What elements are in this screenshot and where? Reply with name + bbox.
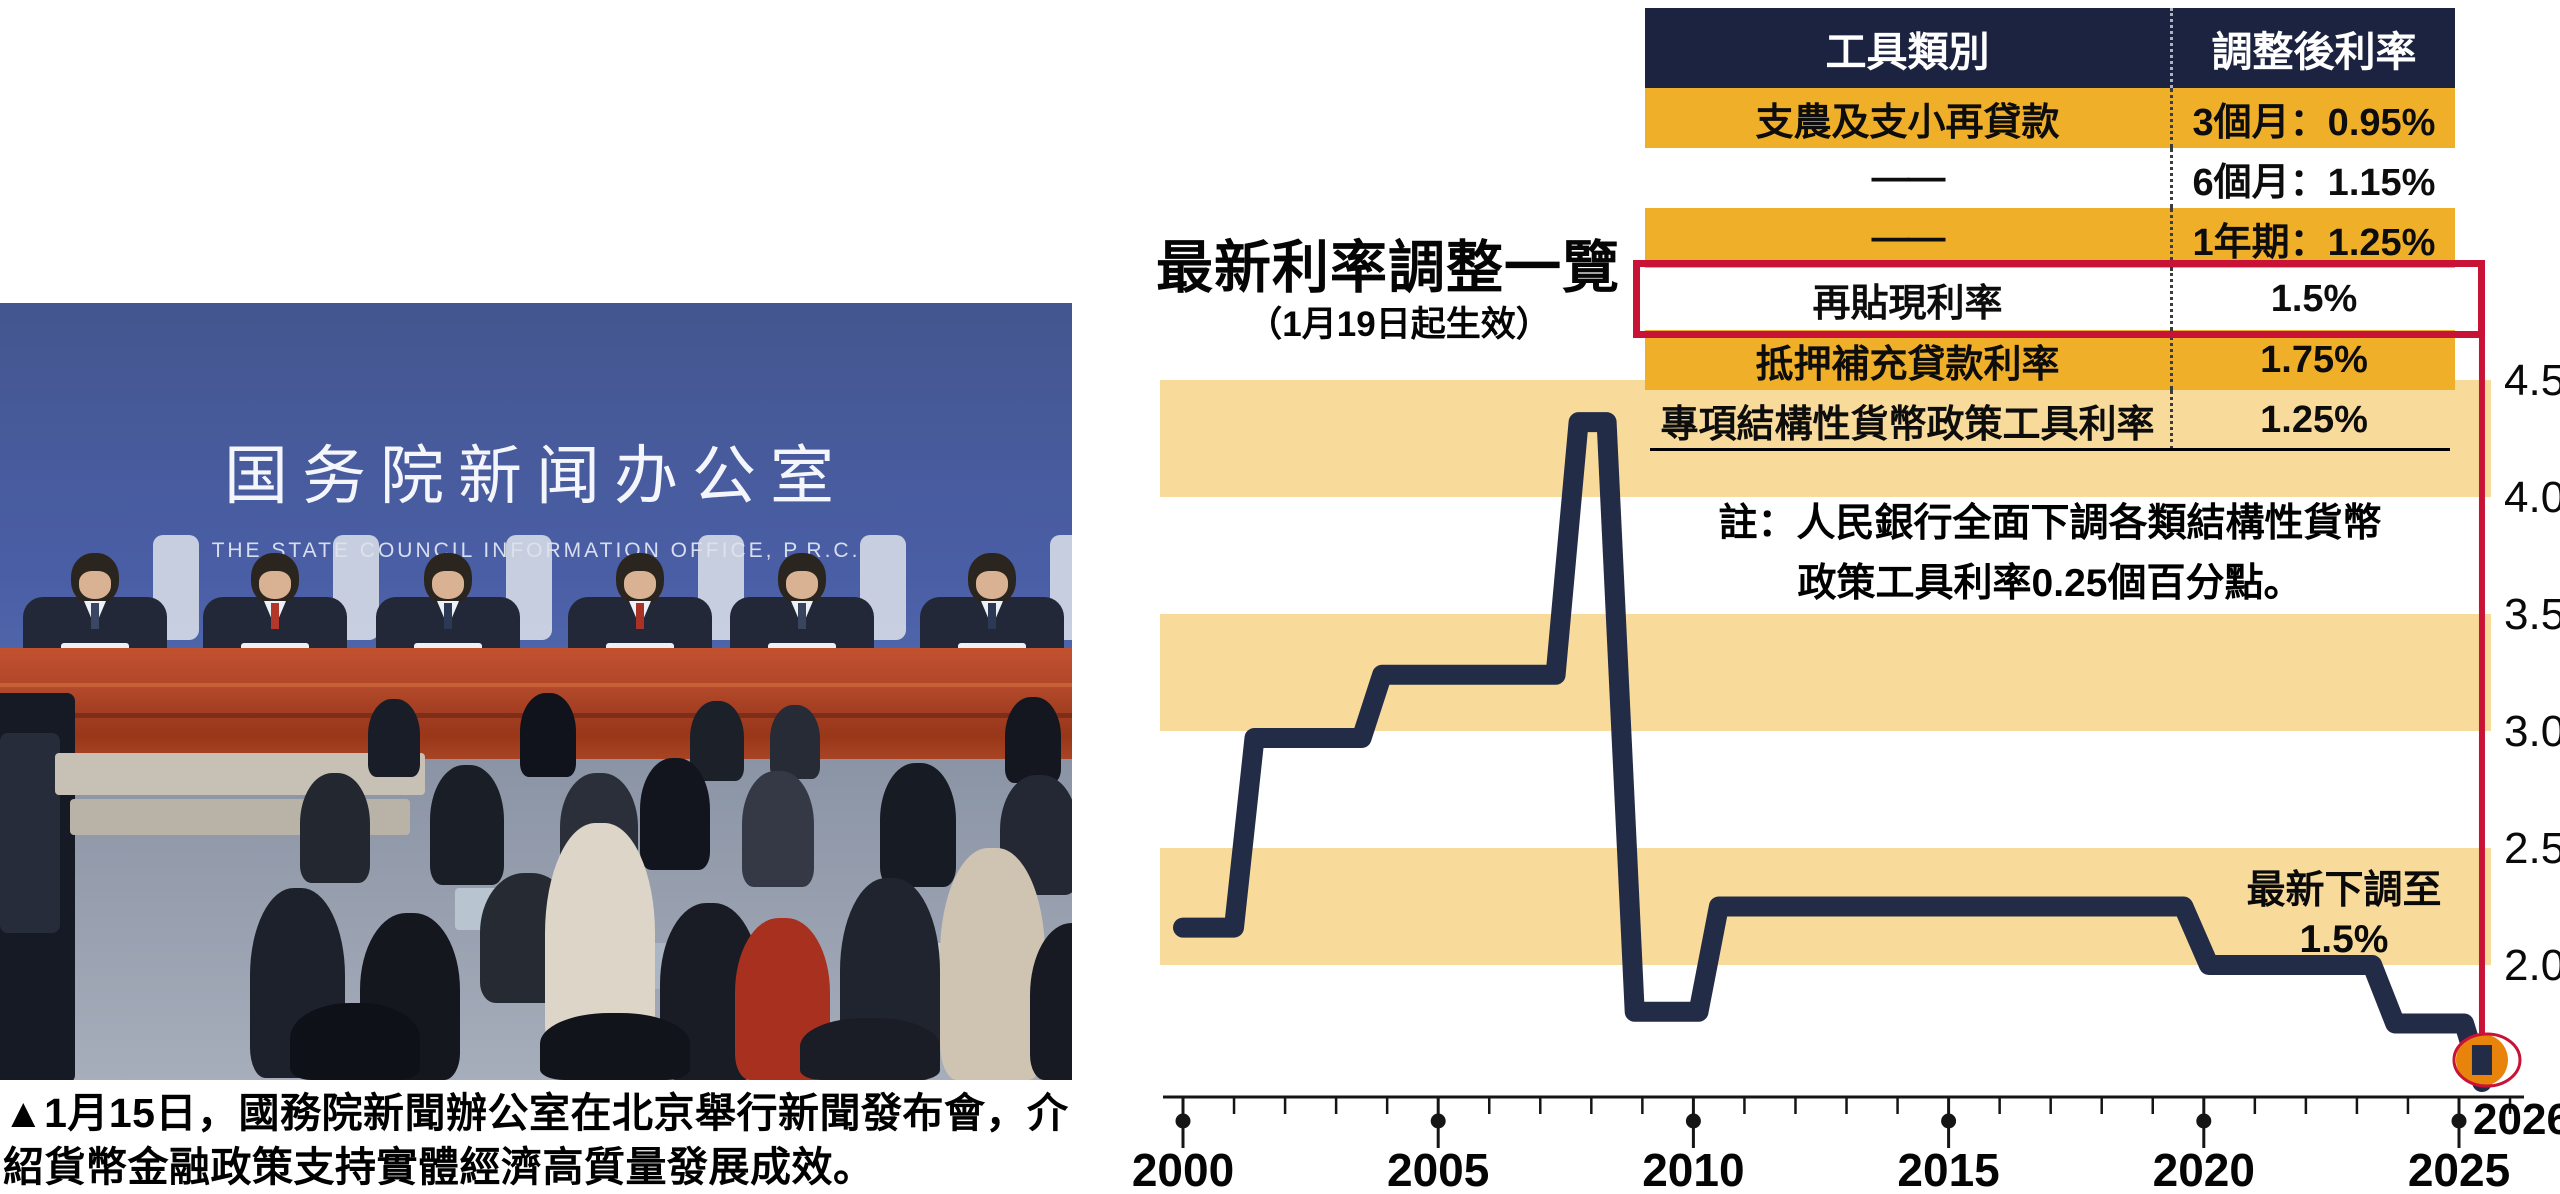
x-tick-label: 2020	[2153, 1144, 2255, 1194]
infographic-subtitle: （1月19日起生效）	[1247, 305, 1551, 344]
x-end-label: 2026	[2473, 1095, 2560, 1144]
table-header-row: 工具類別 調整後利率	[1645, 8, 2455, 88]
audience-figure	[290, 1003, 420, 1080]
x-tick-label: 2015	[1897, 1144, 1999, 1194]
audience-figure	[770, 705, 820, 779]
annotation-line-2: 1.5%	[2299, 918, 2389, 961]
x-tick-pin	[1430, 1113, 1446, 1129]
table-row: 支農及支小再貸款 3個月：0.95%	[1645, 88, 2455, 148]
table-cell-tool: 專項結構性貨幣政策工具利率	[1660, 403, 2155, 446]
y-tick-label: 2.5	[2504, 824, 2560, 873]
audience-figure	[0, 733, 60, 933]
infographic-title: 最新利率調整一覽	[1156, 236, 1620, 300]
table-cell-rate: 1.25%	[2170, 390, 2455, 450]
table-cell-rate: 1.5%	[2170, 268, 2455, 330]
audience-figure	[55, 753, 425, 795]
x-tick-pin	[1175, 1113, 1191, 1129]
table-cell-rate: 6個月：1.15%	[2170, 148, 2455, 208]
table-header-tool: 工具類別	[1825, 29, 1990, 75]
x-tick-label: 2025	[2408, 1144, 2510, 1194]
table-underline	[1650, 448, 2450, 451]
audience-figure	[640, 758, 710, 870]
x-tick-pin	[2451, 1113, 2467, 1129]
official-tie	[444, 603, 452, 629]
audience-figure	[430, 765, 504, 885]
table-row: 抵押補充貸款利率 1.75%	[1645, 330, 2455, 390]
photo-caption: ▲1月15日，國務院新聞辦公室在北京舉行新聞發布會，介 紹貨幣金融政策支持實體經…	[3, 1086, 1111, 1194]
table-cell-tool: ——	[1871, 156, 1946, 199]
audience-figure	[690, 701, 744, 781]
x-tick-pin	[2196, 1113, 2212, 1129]
audience-figure	[520, 693, 576, 777]
highlight-box-rediscount-rate	[1633, 260, 2485, 338]
x-tick-pin	[1685, 1113, 1701, 1129]
audience-figure	[880, 763, 956, 887]
footnote-line-2: 政策工具利率0.25個百分點。	[1797, 562, 2303, 605]
podium-table-top	[0, 648, 1072, 683]
latest-cut-annotation: 最新下調至 1.5%	[2228, 866, 2460, 964]
table-cell-tool: 再貼現利率	[1812, 282, 2003, 325]
x-tick-pin	[1941, 1113, 1957, 1129]
official-tie	[636, 603, 644, 629]
table-cell-rate: 1年期：1.25%	[2170, 208, 2455, 268]
backdrop-title: 国务院新闻办公室	[224, 440, 848, 512]
footnote-line-1: 註：人民銀行全面下調各類結構性貨幣	[1718, 502, 2382, 545]
audience-figure	[940, 848, 1045, 1080]
y-tick-label: 4.0	[2504, 473, 2560, 522]
audience-figure	[1005, 697, 1061, 783]
x-tick-label: 2000	[1132, 1144, 1234, 1194]
official-tie	[91, 603, 99, 629]
official-face	[432, 571, 464, 599]
audience-figure	[300, 773, 370, 883]
audience-figure	[742, 771, 814, 887]
y-tick-label: 3.5	[2504, 590, 2560, 639]
audience-figure	[540, 1013, 690, 1080]
rate-line	[1173, 412, 2492, 1092]
table-row: —— 1年期：1.25%	[1645, 208, 2455, 268]
y-tick-label: 2.0	[2504, 941, 2560, 990]
official-face	[259, 571, 291, 599]
audience-figure	[800, 1018, 940, 1080]
caption-line-1: ▲1月15日，國務院新聞辦公室在北京舉行新聞發布會，介	[3, 1090, 1069, 1136]
table-row: 專項結構性貨幣政策工具利率 1.25%	[1645, 390, 2455, 450]
table-header-rate: 調整後利率	[2170, 8, 2455, 88]
footnote: 註：人民銀行全面下調各類結構性貨幣 政策工具利率0.25個百分點。	[1645, 494, 2455, 614]
official-tie	[988, 603, 996, 629]
table-row-highlighted: 再貼現利率 1.5%	[1645, 268, 2455, 330]
x-tick-label: 2005	[1387, 1144, 1489, 1194]
table-cell-rate: 1.75%	[2170, 330, 2455, 390]
audience-figure	[368, 699, 420, 777]
official-face	[786, 571, 818, 599]
end-dot-ring	[2452, 1032, 2522, 1088]
y-tick-label: 3.0	[2504, 707, 2560, 756]
press-conference-photo: 国务院新闻办公室 THE STATE COUNCIL INFORMATION O…	[0, 303, 1072, 1080]
caption-line-2: 紹貨幣金融政策支持實體經濟高質量發展成效。	[3, 1144, 875, 1190]
table-cell-rate: 3個月：0.95%	[2170, 88, 2455, 148]
rate-table: 工具類別 調整後利率 支農及支小再貸款 3個月：0.95% —— 6個月：1.1…	[1645, 8, 2455, 450]
table-cell-tool: ——	[1871, 216, 1946, 259]
end-dot-cap	[2471, 1045, 2492, 1075]
official-tie	[798, 603, 806, 629]
official-tie	[271, 603, 279, 629]
official-face	[976, 571, 1008, 599]
official-face	[79, 571, 111, 599]
annotation-line-1: 最新下調至	[2246, 869, 2442, 912]
official-face	[624, 571, 656, 599]
table-row: —— 6個月：1.15%	[1645, 148, 2455, 208]
y-tick-label: 4.5	[2504, 356, 2560, 405]
x-tick-label: 2010	[1642, 1144, 1744, 1194]
table-cell-tool: 支農及支小再貸款	[1755, 101, 2060, 144]
table-cell-tool: 抵押補充貸款利率	[1755, 343, 2060, 386]
